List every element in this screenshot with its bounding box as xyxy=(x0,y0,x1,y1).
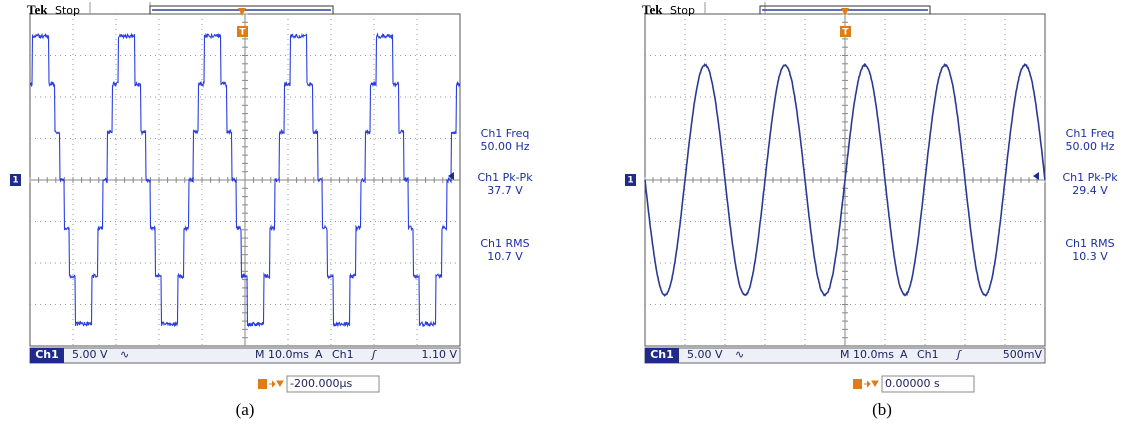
channel-marker: 1 xyxy=(627,176,633,186)
coupling: ∿ xyxy=(120,348,129,361)
measurement-value: 29.4 V xyxy=(1072,184,1108,197)
measurement-label: Ch1 Freq xyxy=(1066,127,1115,140)
brand: Tek xyxy=(642,2,663,17)
measurement-value: 10.7 V xyxy=(487,250,523,263)
channel-label: Ch1 xyxy=(650,348,674,361)
measurement-label: Ch1 RMS xyxy=(480,237,529,250)
measurement-label: Ch1 Freq xyxy=(481,127,530,140)
trigger-source: Ch1 xyxy=(917,348,939,361)
trigger-position: -200.000µs xyxy=(290,377,352,390)
trigger-marker: T xyxy=(842,28,849,38)
trigger-position-icon xyxy=(258,379,267,389)
trigger-level: 500mV xyxy=(1003,348,1043,361)
measurement-value: 50.00 Hz xyxy=(1065,140,1114,153)
timebase: M 10.0ms xyxy=(255,348,309,361)
trigger-level: 1.10 V xyxy=(421,348,457,361)
channel-label: Ch1 xyxy=(35,348,59,361)
channel-scale: 5.00 V xyxy=(72,348,108,361)
trigger-source: Ch1 xyxy=(332,348,354,361)
timebase: M 10.0ms xyxy=(840,348,894,361)
trigger-marker: T xyxy=(239,28,246,38)
acquisition-status: Stop xyxy=(670,4,695,17)
brand: Tek xyxy=(27,2,48,17)
caption: (a) xyxy=(236,400,255,419)
measurement-label: Ch1 RMS xyxy=(1065,237,1114,250)
measurement-value: 37.7 V xyxy=(487,184,523,197)
measurement-value: 50.00 Hz xyxy=(480,140,529,153)
trigger-mode: A xyxy=(900,348,908,361)
caption: (b) xyxy=(872,400,892,419)
trigger-mode: A xyxy=(315,348,323,361)
coupling: ∿ xyxy=(735,348,744,361)
measurement-label: Ch1 Pk-Pk xyxy=(477,171,533,184)
trigger-position-icon xyxy=(853,379,862,389)
figure: TekStopT1Ch1 Freq50.00 HzCh1 Pk-Pk37.7 V… xyxy=(0,0,1132,425)
acquisition-status: Stop xyxy=(55,4,80,17)
measurement-value: 10.3 V xyxy=(1072,250,1108,263)
trigger-position: 0.00000 s xyxy=(885,377,940,390)
channel-scale: 5.00 V xyxy=(687,348,723,361)
measurement-label: Ch1 Pk-Pk xyxy=(1062,171,1118,184)
channel-marker: 1 xyxy=(12,176,18,186)
